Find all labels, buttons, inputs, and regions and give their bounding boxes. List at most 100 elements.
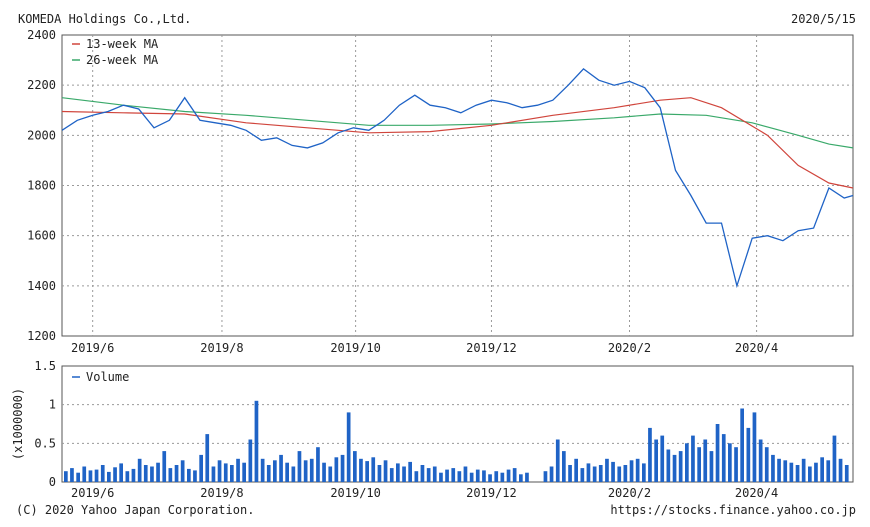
volume-bar bbox=[64, 471, 68, 482]
volume-bar bbox=[137, 458, 142, 482]
chart-date: 2020/5/15 bbox=[790, 12, 856, 26]
volume-bar bbox=[795, 465, 800, 482]
volume-x-tick-label: 2019/12 bbox=[466, 486, 517, 500]
series-line-ma13 bbox=[61, 97, 854, 189]
volume-bar bbox=[125, 471, 130, 482]
volume-bar bbox=[642, 463, 646, 482]
volume-bar bbox=[586, 463, 591, 482]
volume-bar bbox=[340, 454, 345, 482]
volume-bar bbox=[660, 435, 665, 482]
volume-bar bbox=[346, 412, 351, 482]
volume-bar bbox=[746, 427, 751, 482]
volume-bar bbox=[94, 469, 99, 482]
volume-bar bbox=[205, 434, 210, 482]
volume-bar bbox=[359, 458, 363, 482]
company-name: KOMEDA Holdings Co.,Ltd. bbox=[18, 12, 192, 26]
price-x-tick-label: 2019/6 bbox=[71, 341, 114, 355]
volume-bar bbox=[316, 447, 320, 482]
volume-bar bbox=[605, 458, 609, 482]
volume-bar bbox=[617, 466, 622, 482]
volume-bar bbox=[211, 466, 216, 482]
volume-bar bbox=[334, 457, 339, 482]
volume-bar bbox=[512, 468, 517, 482]
price-y-tick-label: 2200 bbox=[27, 78, 56, 92]
volume-bar bbox=[685, 443, 689, 482]
volume-bar bbox=[88, 470, 93, 482]
price-y-tick-label: 1800 bbox=[27, 179, 56, 193]
series-line-ma26 bbox=[61, 97, 854, 149]
legend-label-ma26: 26-week MA bbox=[86, 53, 159, 67]
volume-y-tick-label: 1 bbox=[49, 398, 56, 412]
volume-bar bbox=[543, 471, 548, 482]
volume-bar bbox=[635, 458, 640, 482]
volume-bar bbox=[150, 466, 154, 482]
volume-y-axis-label: (x1000000) bbox=[11, 388, 25, 460]
volume-bar bbox=[420, 465, 425, 482]
volume-y-tick-label: 0.5 bbox=[34, 436, 56, 450]
volume-bar bbox=[832, 435, 837, 482]
volume-bar bbox=[506, 469, 511, 482]
legend-label-ma13: 13-week MA bbox=[86, 37, 159, 51]
volume-bar bbox=[598, 465, 603, 482]
volume-bar bbox=[322, 462, 326, 482]
volume-bar bbox=[728, 443, 732, 482]
price-x-tick-label: 2020/2 bbox=[608, 341, 651, 355]
volume-bar bbox=[131, 468, 136, 482]
volume-bar bbox=[230, 465, 234, 482]
legend-label-volume: Volume bbox=[86, 370, 129, 384]
volume-bar bbox=[113, 467, 117, 482]
volume-bar bbox=[432, 466, 437, 482]
volume-bar bbox=[703, 439, 708, 482]
volume-bar bbox=[236, 458, 240, 482]
volume-bar bbox=[709, 451, 714, 482]
volume-bar bbox=[389, 468, 394, 482]
price-y-tick-label: 1600 bbox=[27, 229, 56, 243]
volume-x-tick-label: 2020/4 bbox=[735, 486, 778, 500]
volume-bar bbox=[519, 474, 523, 482]
volume-bar bbox=[297, 451, 302, 482]
volume-bar bbox=[199, 454, 203, 482]
volume-bar bbox=[70, 468, 74, 482]
volume-bar bbox=[549, 466, 554, 482]
volume-bar bbox=[156, 462, 160, 482]
volume-bar bbox=[758, 439, 763, 482]
volume-bar bbox=[82, 466, 87, 482]
volume-bar bbox=[174, 465, 179, 482]
source-url: https://stocks.finance.yahoo.co.jp bbox=[610, 503, 856, 517]
volume-bar bbox=[408, 461, 412, 482]
volume-bar bbox=[808, 466, 812, 482]
volume-bar bbox=[365, 461, 369, 482]
volume-bar bbox=[678, 451, 683, 482]
volume-bar bbox=[820, 457, 824, 482]
volume-bar bbox=[691, 435, 695, 482]
volume-bar bbox=[180, 460, 185, 482]
volume-plot-area bbox=[61, 365, 854, 483]
volume-bar bbox=[377, 465, 382, 482]
volume-bar bbox=[648, 427, 652, 482]
price-x-tick-label: 2019/8 bbox=[200, 341, 243, 355]
volume-bar bbox=[654, 439, 658, 482]
price-x-tick-label: 2020/4 bbox=[735, 341, 778, 355]
volume-bar bbox=[402, 466, 406, 482]
volume-bar bbox=[285, 462, 289, 482]
volume-bar bbox=[463, 466, 468, 482]
volume-x-tick-label: 2020/2 bbox=[608, 486, 651, 500]
volume-bar bbox=[260, 458, 265, 482]
copyright-text: (C) 2020 Yahoo Japan Corporation. bbox=[16, 503, 255, 517]
volume-bar bbox=[223, 463, 228, 482]
volume-bar bbox=[414, 471, 419, 482]
volume-bar bbox=[273, 460, 277, 482]
volume-x-tick-label: 2019/10 bbox=[330, 486, 381, 500]
volume-bar bbox=[580, 468, 585, 482]
price-x-tick-label: 2019/10 bbox=[330, 341, 381, 355]
volume-bar bbox=[844, 465, 849, 482]
volume-x-tick-label: 2019/8 bbox=[200, 486, 243, 500]
volume-bar bbox=[771, 454, 775, 482]
volume-bar bbox=[371, 457, 376, 482]
series-line-price bbox=[61, 68, 854, 289]
volume-bar bbox=[568, 465, 572, 482]
volume-bar bbox=[107, 471, 111, 482]
volume-bar bbox=[752, 412, 757, 482]
volume-bar bbox=[623, 465, 628, 482]
volume-bar bbox=[574, 458, 578, 482]
